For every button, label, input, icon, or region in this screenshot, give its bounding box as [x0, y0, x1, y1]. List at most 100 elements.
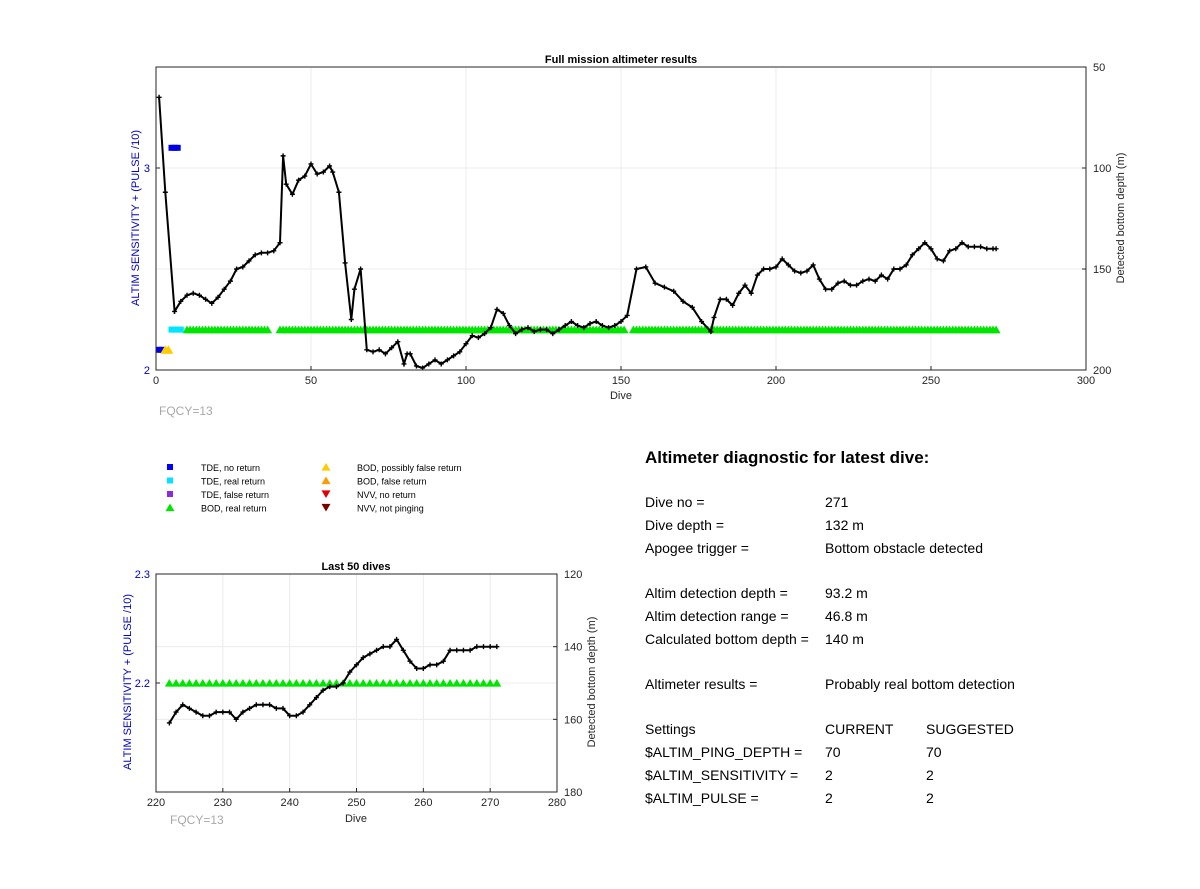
x-tick-label: 50 [305, 375, 317, 387]
bottom-depth-point [172, 308, 178, 314]
bod-real-return-marker [452, 678, 462, 687]
bottom-depth-point [779, 256, 785, 262]
bottom-depth-point [680, 298, 686, 304]
bottom-depth-point [327, 684, 333, 690]
legend-label: BOD, real return [201, 504, 267, 514]
bottom-depth-point [916, 246, 922, 252]
bottom-depth-point [934, 256, 940, 262]
bottom-depth-point [829, 286, 835, 292]
bottom-depth-point [156, 94, 162, 100]
sensitivity-suggested: 2 [926, 767, 934, 783]
top-chart-fqcy-note: FQCY=13 [159, 404, 213, 418]
bod-real-return-marker [345, 678, 355, 687]
bod-real-return-marker [211, 678, 221, 687]
bottom-depth-point [246, 258, 252, 264]
ping-depth-row: $ALTIM_PING_DEPTH = 70 70 [645, 744, 1185, 767]
bottom-depth-point [940, 258, 946, 264]
bottom-depth-point [467, 647, 473, 653]
bottom-depth-point [689, 304, 695, 310]
bod-real-return-marker [472, 678, 482, 687]
bottom-depth-point [213, 709, 219, 715]
y-right-tick-label: 200 [1093, 365, 1111, 377]
bottom-depth-point [376, 347, 382, 353]
bottom-depth-point [885, 276, 891, 282]
bod-real-return-marker [225, 678, 235, 687]
bottom-depth-point [200, 713, 206, 719]
dive-depth-row: Dive depth = 132 m [645, 517, 1185, 540]
top-chart-grid [156, 67, 1086, 370]
y-right-tick-label: 180 [564, 787, 582, 799]
bottom-depth-point [537, 327, 543, 333]
bottom-chart-ticks: 220 230 240 250 260 270 280 120 140 160 180 2.2 2.3 [135, 569, 583, 809]
bottom-depth-point [240, 264, 246, 270]
x-tick-label: 0 [153, 375, 159, 387]
bottom-depth-point [432, 357, 438, 363]
bottom-depth-point [280, 153, 286, 159]
sensitivity-row: $ALTIM_SENSITIVITY = 2 2 [645, 767, 1185, 790]
detection-depth-label: Altim detection depth = [645, 585, 788, 601]
bod-real-return-marker [191, 678, 201, 687]
bod-real-return-marker [465, 678, 475, 687]
bottom-depth-point [347, 669, 353, 675]
dive-no-label: Dive no = [645, 494, 705, 510]
bottom-chart-ylabel-left: ALTIM SENSITIVITY + (PULSE /10) [122, 594, 134, 770]
y-right-tick-label: 120 [564, 569, 582, 581]
bottom-depth-point [860, 278, 866, 284]
bottom-depth-point [835, 280, 841, 286]
bottom-depth-point [302, 173, 308, 179]
bottom-depth-point [624, 312, 630, 318]
bottom-depth-point [723, 296, 729, 302]
bottom-depth-point [166, 720, 172, 726]
dive-no-row: Dive no = 271 [645, 494, 1185, 517]
pulse-current: 2 [825, 790, 833, 806]
bottom-chart-ylabel-right: Detected bottom depth (m) [586, 617, 598, 748]
bottom-depth-point [810, 262, 816, 268]
bod-real-return-marker [358, 678, 368, 687]
bod-real-return-marker [485, 678, 495, 687]
bottom-chart-series [164, 636, 502, 726]
tde-no-return-marker [168, 144, 175, 151]
bottom-depth-point [866, 276, 872, 282]
settings-label: Settings [645, 721, 696, 737]
bottom-depth-point [206, 713, 212, 719]
bottom-depth-point [671, 288, 677, 294]
bottom-depth-point [180, 702, 186, 708]
top-chart-ylabel-right: Detected bottom depth (m) [1115, 153, 1127, 284]
bod-real-return-marker [231, 678, 241, 687]
legend-label: BOD, possibly false return [357, 463, 462, 473]
x-tick-label: 250 [347, 797, 365, 809]
bottom-depth-point [426, 361, 432, 367]
bottom-depth-point [420, 665, 426, 671]
tde-no-return-marker [174, 144, 181, 151]
bottom-depth-point [525, 325, 531, 331]
legend-label: NVV, not pinging [357, 504, 424, 514]
current-header: CURRENT [825, 721, 894, 737]
bottom-depth-point [233, 716, 239, 722]
detection-range-label: Altim detection range = [645, 608, 789, 624]
bottom-depth-point [271, 248, 277, 254]
bod-real-return-marker [372, 678, 382, 687]
bottom-depth-point [203, 296, 209, 302]
bod-real-return-marker [458, 678, 468, 687]
legend-triangle-icon [321, 462, 331, 471]
bottom-chart-title: Last 50 dives [321, 561, 390, 573]
bottom-depth-point [280, 705, 286, 711]
bottom-depth-point [487, 644, 493, 650]
legend-triangle-icon [321, 476, 331, 485]
legend-square-icon [167, 477, 173, 484]
bottom-depth-point [754, 272, 760, 278]
y-left-tick-label: 2.2 [135, 678, 150, 690]
bottom-depth-point [736, 290, 742, 296]
bottom-depth-point [984, 246, 990, 252]
bottom-depth-point [618, 319, 624, 325]
sensitivity-label: $ALTIM_SENSITIVITY = [645, 767, 799, 783]
bottom-depth-point [568, 319, 574, 325]
bottom-depth-line [168, 637, 497, 724]
tde-no-return-marker [171, 144, 178, 151]
x-tick-label: 280 [548, 797, 566, 809]
bottom-depth-point [804, 268, 810, 274]
top-chart-ticks: 0 50 100 150 200 250 300 50 100 150 200 2 3 [144, 62, 1111, 387]
bottom-depth-point [792, 268, 798, 274]
bottom-depth-point [785, 262, 791, 268]
